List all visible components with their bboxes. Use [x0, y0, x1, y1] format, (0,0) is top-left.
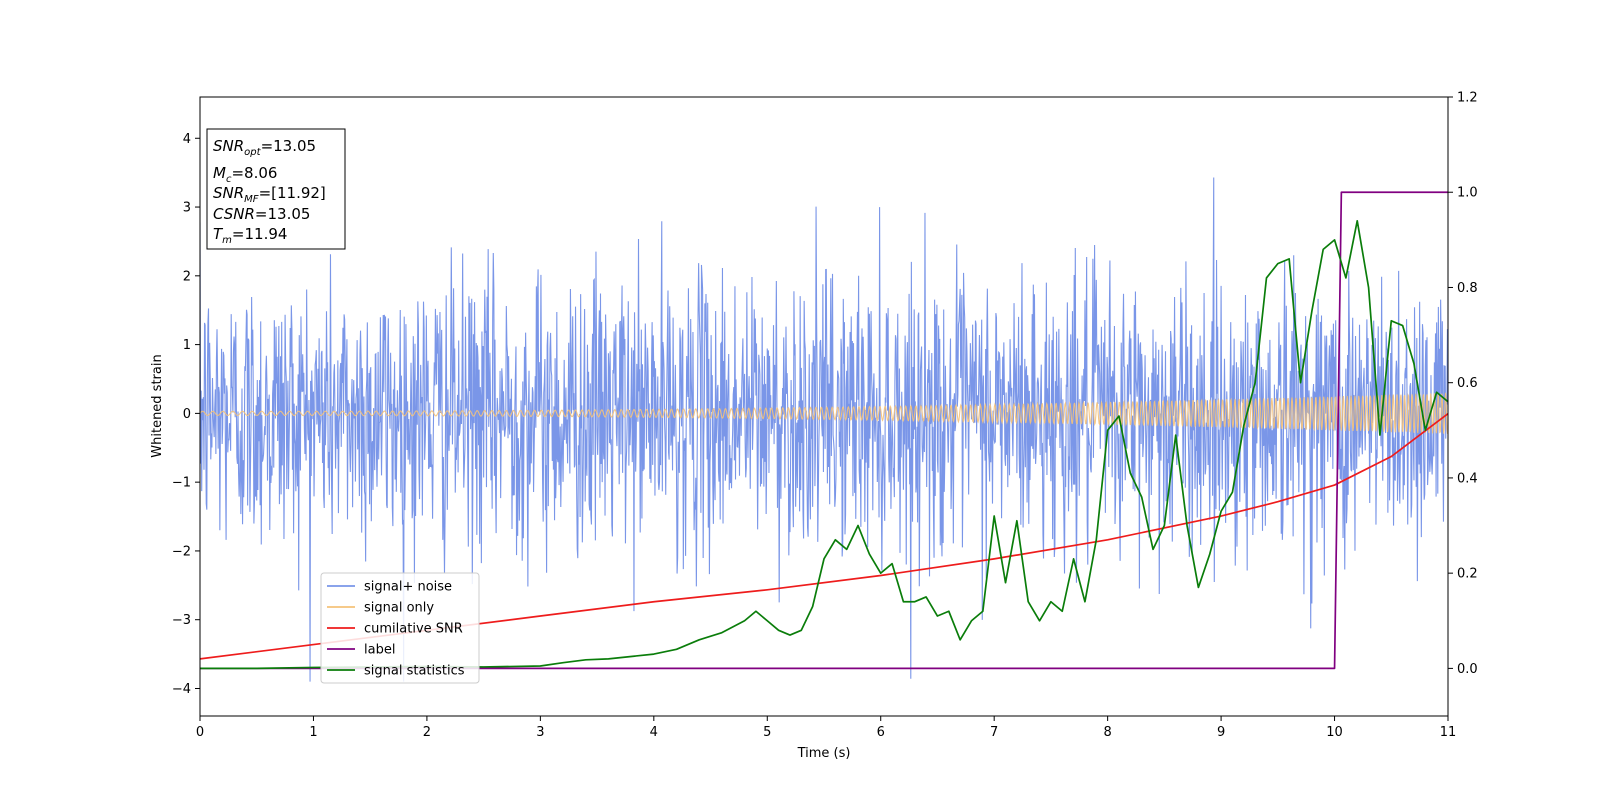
legend-item: signal+ noise: [327, 580, 452, 595]
legend-label: signal only: [364, 601, 434, 616]
x-tick-label: 10: [1326, 725, 1343, 740]
y-left-tick-label: 2: [183, 269, 191, 284]
y-right-tick-label: 1.2: [1457, 91, 1478, 106]
y-left-tick-label: −2: [172, 544, 191, 559]
axes-layer: 0 1 2 3 4 5 6 7 8 9 10 11 −4 −3 −2 −1 0 1 2 3 4 0.0 0.2 0.4 0.6 0…: [172, 91, 1478, 741]
stats-line: CSNR=13.05: [213, 205, 310, 223]
legend-item: label: [327, 643, 395, 658]
y-left-tick-label: 4: [183, 132, 191, 147]
series-signal-noise: [200, 177, 1448, 682]
stats-box-frame: [206, 128, 346, 250]
x-tick-label: 2: [423, 725, 431, 740]
x-tick-label: 9: [1217, 725, 1225, 740]
legend-frame: [320, 572, 480, 684]
x-tick-label: 11: [1440, 725, 1457, 740]
y-left-tick-label: 0: [183, 407, 191, 422]
x-tick-label: 8: [1103, 725, 1111, 740]
y-right-tick-label: 1.0: [1457, 186, 1478, 201]
y-left-tick-label: 3: [183, 201, 191, 216]
series-signal-statistics: [200, 219, 1448, 670]
x-tick-label: 7: [990, 725, 998, 740]
y-axis-label: Whitened strain: [150, 354, 165, 457]
y-right-tick-label: 0.8: [1457, 281, 1478, 296]
y-right-tick-label: 0.6: [1457, 376, 1478, 391]
y-left-tick-label: −4: [172, 682, 191, 697]
y-left-tick-label: −3: [172, 613, 191, 628]
legend-label: signal+ noise: [364, 580, 452, 595]
x-tick-label: 4: [650, 725, 658, 740]
legend: signal+ noise signal only cumilative SNR la…: [320, 572, 480, 684]
x-tick-label: 3: [536, 725, 544, 740]
series-signal-only: [200, 392, 1448, 434]
legend-item: cumilative SNR: [327, 622, 463, 637]
x-axis-label: Time (s): [797, 746, 851, 761]
x-tick-label: 6: [877, 725, 885, 740]
x-tick-label: 5: [763, 725, 771, 740]
y-left-tick-label: −1: [172, 476, 191, 491]
y-left-tick-label: 1: [183, 338, 191, 353]
plot-frame: [199, 96, 1449, 717]
series-label: [200, 191, 1448, 670]
legend-label: signal statistics: [364, 664, 465, 679]
y-right-tick-label: 0.2: [1457, 567, 1478, 582]
legend-label: label: [364, 643, 395, 658]
legend-item: signal only: [327, 601, 434, 616]
stats-line: SNRopt=13.05: [213, 137, 316, 158]
legend-item: signal statistics: [327, 664, 465, 679]
stats-line: SNRMF=[11.92]: [213, 184, 326, 205]
stats-line: Tm=11.94: [213, 225, 287, 246]
stats-line: Mc=8.06: [213, 164, 277, 185]
y-right-tick-label: 0.4: [1457, 471, 1478, 486]
y-right-tick-label: 0.0: [1457, 662, 1478, 677]
legend-label: cumilative SNR: [364, 622, 463, 637]
x-tick-label: 1: [309, 725, 317, 740]
x-tick-label: 0: [196, 725, 204, 740]
stats-box: SNRopt=13.05 Mc=8.06SNRMF=[11.92]CSNR=13.…: [206, 128, 346, 250]
